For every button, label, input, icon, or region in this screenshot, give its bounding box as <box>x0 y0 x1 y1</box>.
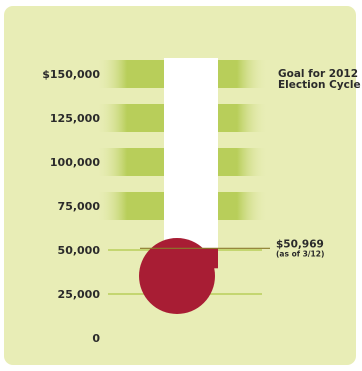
y-tick-label: 125,000 <box>50 112 100 125</box>
y-tick-label: 100,000 <box>50 156 100 169</box>
goal-label-line1: Goal for 2012 <box>278 68 358 80</box>
y-tick-label: $150,000 <box>42 68 100 81</box>
y-tick-label: 25,000 <box>58 288 101 301</box>
thermometer-tube <box>164 58 218 249</box>
y-tick-label: 75,000 <box>58 200 101 213</box>
current-value-date: (as of 3/12) <box>276 249 324 258</box>
y-tick-label: 0 <box>92 332 100 345</box>
current-value-label: $50,969 <box>276 238 324 250</box>
y-axis-ticks: $150,000 125,000 100,000 75,000 50,000 25,000… <box>42 68 100 345</box>
thermometer-bulb <box>139 238 215 314</box>
goal-label-line2: Election Cycle <box>278 79 361 91</box>
y-tick-label: 50,000 <box>58 244 101 257</box>
